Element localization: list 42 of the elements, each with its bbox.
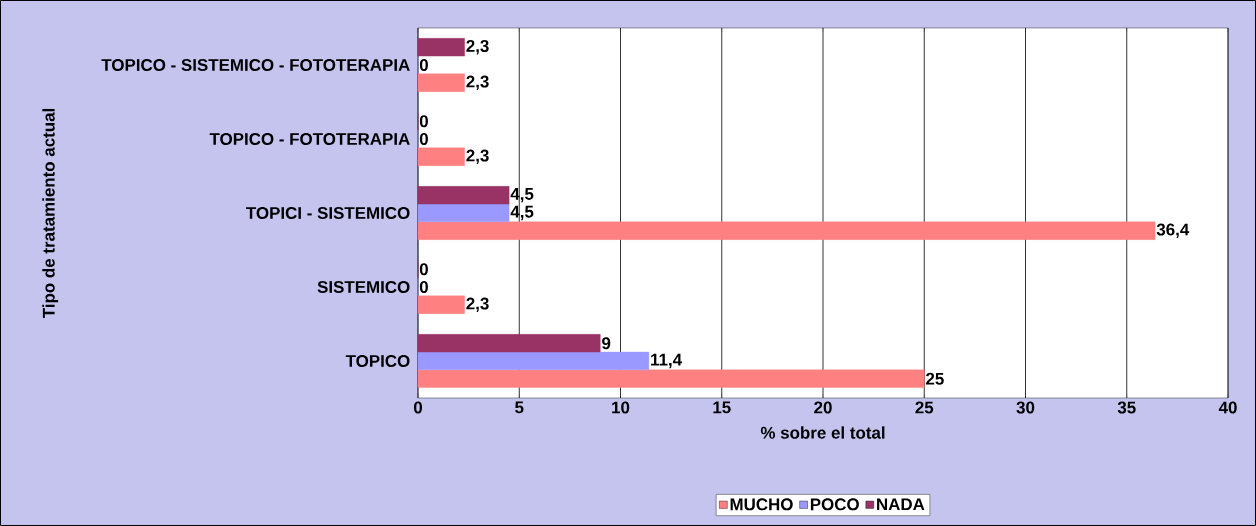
x-axis-title: % sobre el total: [760, 426, 885, 439]
bar: [417, 38, 465, 57]
data-label: 36,4: [1156, 223, 1190, 238]
data-label: 0: [419, 280, 428, 293]
x-tick-label: 0: [413, 401, 423, 414]
bar: [417, 334, 601, 353]
x-tick-label: 10: [612, 401, 630, 414]
bar: [417, 295, 465, 314]
x-tick-label: 30: [1016, 401, 1035, 414]
x-tick-label: 20: [814, 401, 832, 414]
data-label: 2,3: [466, 297, 489, 312]
x-tick-label: 25: [915, 401, 934, 414]
bar: [417, 186, 510, 205]
bar: [417, 147, 465, 166]
data-label: 0: [419, 115, 428, 128]
data-label: 2,3: [466, 75, 489, 90]
y-axis-title: Tipo de tratamiento actual: [42, 108, 59, 319]
legend-label: NADA: [877, 498, 925, 511]
legend-label: POCO: [810, 498, 859, 511]
y-tick-label: TOPICO: [345, 354, 410, 367]
data-label: 0: [419, 58, 428, 71]
data-label: 9: [602, 337, 611, 350]
bar: [417, 351, 650, 371]
data-label: 0: [419, 132, 428, 145]
data-label: 11,4: [651, 353, 682, 369]
bar: [417, 203, 510, 223]
x-tick-label: 40: [1218, 401, 1237, 414]
x-tick-label: 35: [1117, 401, 1136, 414]
data-label: 0: [419, 263, 428, 276]
data-label: 25: [926, 372, 944, 385]
y-tick-label: TOPICI - SISTEMICO: [246, 206, 410, 219]
data-label: 2,3: [466, 40, 489, 55]
y-tick-label: TOPICO - SISTEMICO - FOTOTERAPIA: [101, 58, 410, 71]
y-tick-label: TOPICO - FOTOTERAPIA: [209, 132, 410, 145]
bar: [417, 369, 925, 388]
legend-label: MUCHO: [730, 498, 793, 511]
bar: [417, 221, 1156, 240]
x-tick-label: 5: [515, 401, 524, 414]
x-tick-label: 15: [713, 401, 731, 414]
data-label: 2,3: [466, 149, 489, 164]
bar: [417, 73, 465, 92]
y-tick-label: SISTEMICO: [317, 280, 410, 293]
